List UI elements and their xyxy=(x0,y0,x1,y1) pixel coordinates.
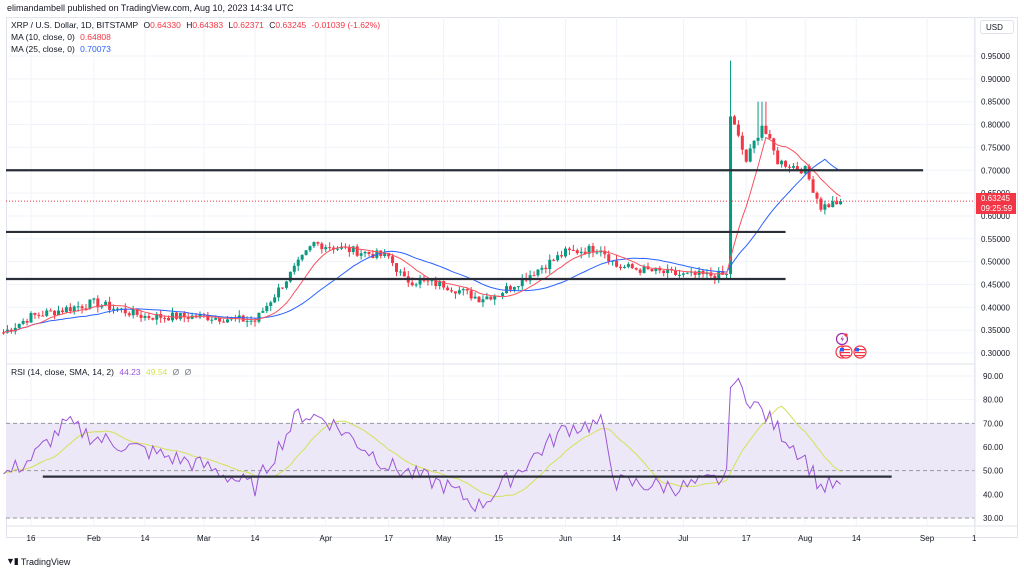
rsi-ma-line xyxy=(3,405,841,498)
rsi-extra-2: Ø xyxy=(184,367,192,377)
open-label: O xyxy=(143,20,151,30)
ma25-label: MA (25, close, 0) xyxy=(11,44,75,54)
notification-dot-icon xyxy=(844,333,848,337)
close-label: C xyxy=(269,20,276,30)
time-tick-label: 17 xyxy=(384,534,393,543)
time-tick-label: 14 xyxy=(141,534,150,543)
price-tick-label: 0.85000 xyxy=(981,98,1010,107)
currency-button[interactable]: USD xyxy=(980,20,1014,34)
ma25-line xyxy=(3,158,841,334)
price-tick-label: 0.35000 xyxy=(981,326,1010,335)
change-value: -0.01039 (-1.62%) xyxy=(311,20,381,30)
price-tick-label: 0.55000 xyxy=(981,235,1010,244)
low-label: L xyxy=(228,20,234,30)
price-tick-label: 0.40000 xyxy=(981,303,1010,312)
ma25-legend[interactable]: MA (25, close, 0) 0.70073 xyxy=(11,44,111,54)
price-tick-label: 0.90000 xyxy=(981,75,1010,84)
time-tick-label: Jun xyxy=(559,534,572,543)
close-value: 0.63245 xyxy=(275,20,307,30)
us-flag-event-icon[interactable] xyxy=(835,345,853,359)
price-tick-label: 0.80000 xyxy=(981,121,1010,130)
time-tick-label: 15 xyxy=(494,534,503,543)
us-flag-event-icon-2[interactable] xyxy=(853,345,867,359)
time-tick-label: Jul xyxy=(678,534,688,543)
low-value: 0.62371 xyxy=(233,20,264,30)
symbol-legend[interactable]: XRP / U.S. Dollar, 1D, BITSTAMP O0.64330… xyxy=(11,20,380,30)
time-tick-label: Mar xyxy=(197,534,211,543)
rsi-tick-label: 40.00 xyxy=(983,490,1004,499)
tradingview-logo[interactable]: ▼▮ TradingView xyxy=(6,556,70,567)
rsi-extra-1: Ø xyxy=(172,367,180,377)
last-price-value: 0.63245 xyxy=(981,194,1010,203)
rsi-tick-label: 80.00 xyxy=(983,396,1004,405)
price-tick-label: 0.45000 xyxy=(981,281,1010,290)
open-value: 0.64330 xyxy=(150,20,181,30)
rsi-label: RSI (14, close, SMA, 14, 2) xyxy=(11,367,114,377)
tv-logo-icon: ▼▮ xyxy=(6,556,19,566)
time-tick-label: 17 xyxy=(742,534,751,543)
time-tick-label: Feb xyxy=(87,534,101,543)
rsi-tick-label: 70.00 xyxy=(983,419,1004,428)
price-tick-label: 0.95000 xyxy=(981,52,1010,61)
lightning-glyph-icon xyxy=(840,335,844,343)
time-tick-label: 14 xyxy=(852,534,861,543)
time-tick-label: May xyxy=(436,534,451,543)
ma10-line xyxy=(3,136,841,334)
ma10-legend[interactable]: MA (10, close, 0) 0.64808 xyxy=(11,32,111,42)
time-axis[interactable]: 16 Feb 14 Mar 14 Apr 17 May 15 Jun 14 Jul 17 Aug 14 Sep… xyxy=(27,534,977,543)
rsi-tick-label: 30.00 xyxy=(983,514,1004,523)
time-tick-label: 14 xyxy=(251,534,260,543)
price-tick-label: 0.30000 xyxy=(981,349,1010,358)
high-value: 0.64383 xyxy=(192,20,224,30)
rsi-tick-label: 90.00 xyxy=(983,372,1004,381)
rsi-ma-value: 49.54 xyxy=(146,367,168,377)
brand-name: TradingView xyxy=(20,556,71,567)
high-label: H xyxy=(186,20,193,30)
ma25-value: 0.70073 xyxy=(80,44,111,54)
rsi-value: 44.23 xyxy=(119,367,141,377)
event-icons[interactable] xyxy=(835,332,867,359)
time-tick-label: 1 xyxy=(972,534,977,543)
time-tick-label: 14 xyxy=(612,534,621,543)
symbol-name: XRP / U.S. Dollar, 1D, BITSTAMP xyxy=(11,20,139,30)
price-tick-label: 0.70000 xyxy=(981,166,1010,175)
rsi-tick-label: 60.00 xyxy=(983,443,1004,452)
price-tick-label: 0.50000 xyxy=(981,258,1010,267)
time-tick-label: 16 xyxy=(27,534,36,543)
rsi-legend[interactable]: RSI (14, close, SMA, 14, 2) 44.23 49.54 … xyxy=(11,367,191,377)
price-tick-label: 0.60000 xyxy=(981,212,1010,221)
candlestick-series xyxy=(1,60,843,335)
chart-frame xyxy=(6,17,1018,538)
published-by-line: elimandambell published on TradingView.c… xyxy=(7,3,294,13)
rsi-axis[interactable]: 90.00 80.00 70.00 60.00 50.00 40.00 30.00 xyxy=(983,372,1004,523)
time-tick-label: Aug xyxy=(798,534,812,543)
ma10-label: MA (10, close, 0) xyxy=(11,32,75,42)
bar-countdown: 09:25:59 xyxy=(981,204,1013,213)
time-tick-label: Sep xyxy=(920,534,935,543)
rsi-tick-label: 50.00 xyxy=(983,467,1004,476)
ma10-value: 0.64808 xyxy=(80,32,111,42)
time-tick-label: Apr xyxy=(320,534,333,543)
last-price-label: 0.63245 09:25:59 xyxy=(976,193,1016,214)
support-resistance-lines[interactable] xyxy=(6,169,924,281)
price-tick-label: 0.75000 xyxy=(981,143,1010,152)
